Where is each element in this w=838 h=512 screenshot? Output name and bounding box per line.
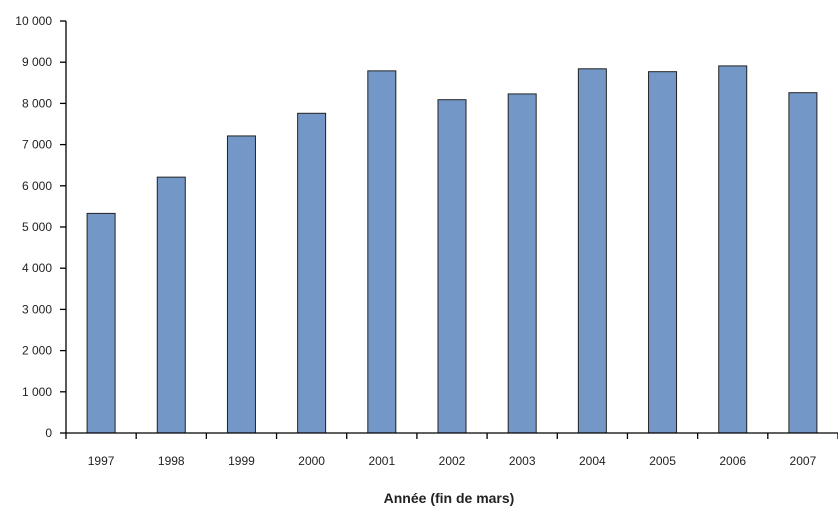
- bar-1999: [226, 135, 256, 434]
- bar-2005: [648, 71, 678, 434]
- x-axis-title: Année (fin de mars): [384, 490, 515, 506]
- bar-2000: [297, 112, 327, 434]
- y-tick-label: 3 000: [22, 302, 52, 316]
- x-tick-label: 2000: [298, 454, 325, 468]
- bar-2001: [367, 70, 397, 434]
- y-tick-label: 2 000: [22, 344, 52, 358]
- x-tick-label: 2005: [649, 454, 676, 468]
- y-axis-ticks: 0 1 000 2 000 3 000 4 000 5 000 6 000 7 000 8 00…: [15, 14, 66, 440]
- y-tick-label: 7 000: [22, 138, 52, 152]
- y-tick-label: 9 000: [22, 55, 52, 69]
- y-tick-label: 4 000: [22, 261, 52, 275]
- y-tick-label: 6 000: [22, 179, 52, 193]
- y-tick-label: 10 000: [15, 14, 52, 28]
- x-tick-label: 2003: [509, 454, 536, 468]
- x-tick-label: 2006: [719, 454, 746, 468]
- bars: [86, 65, 818, 434]
- x-tick-label: 2007: [790, 454, 817, 468]
- y-tick-label: 5 000: [22, 220, 52, 234]
- x-tick-label: 2004: [579, 454, 606, 468]
- x-tick-label: 1998: [158, 454, 185, 468]
- bar-2006: [718, 65, 748, 434]
- x-tick-label: 2001: [368, 454, 395, 468]
- bar-1998: [156, 176, 186, 434]
- x-tick-label: 2002: [439, 454, 466, 468]
- x-tick-label: 1997: [88, 454, 115, 468]
- x-tick-label: 1999: [228, 454, 255, 468]
- bar-2002: [437, 99, 467, 434]
- y-tick-label: 0: [45, 426, 52, 440]
- y-tick-label: 1 000: [22, 385, 52, 399]
- bar-2003: [507, 93, 537, 434]
- bar-2007: [788, 92, 818, 434]
- y-tick-label: 8 000: [22, 96, 52, 110]
- bar-1997: [86, 212, 116, 434]
- bar-2004: [577, 68, 607, 434]
- x-axis-ticks: 1997 1998 1999 2000 2001 2002 2003 2004 2005 2006…: [65, 433, 838, 468]
